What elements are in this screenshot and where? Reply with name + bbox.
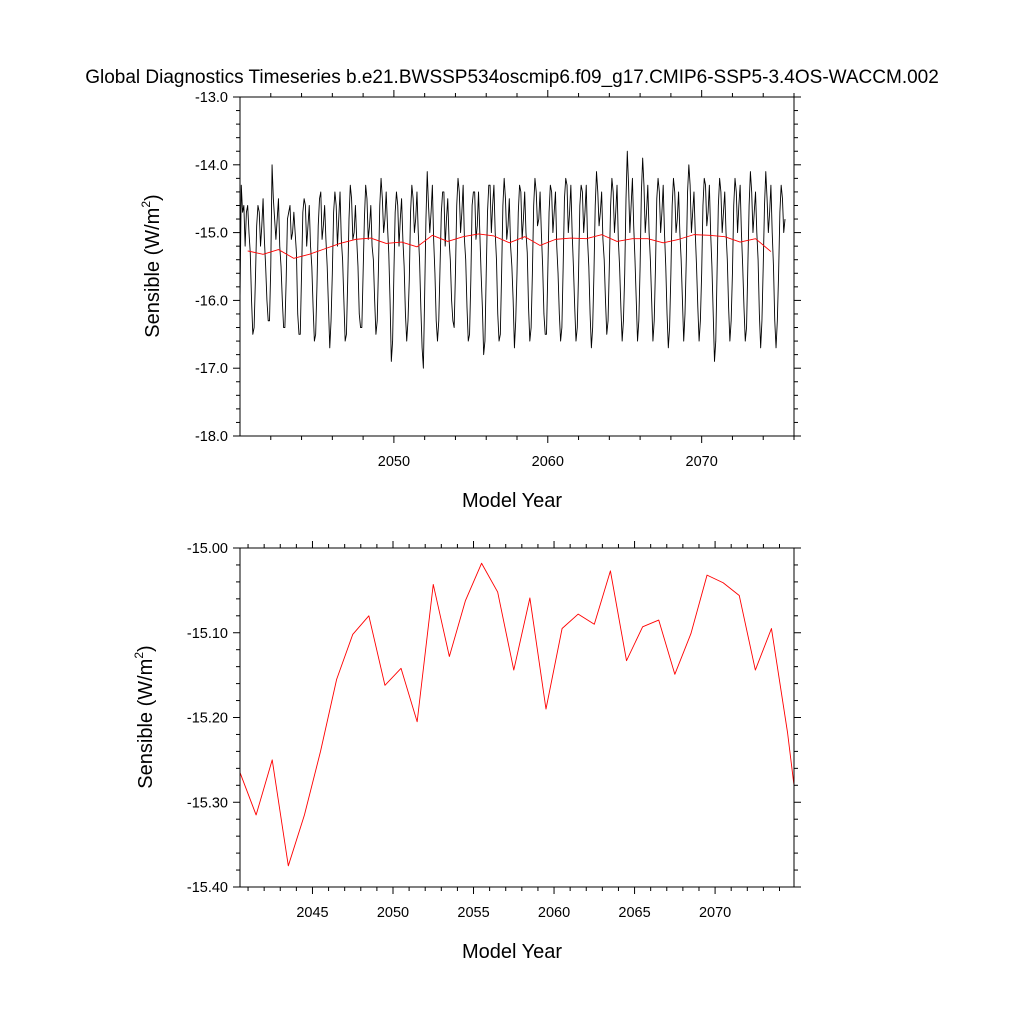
bottom-panel-series bbox=[239, 562, 795, 867]
top-panel-x-tick-labels: 2050 2060 2070 bbox=[378, 454, 718, 470]
x-tick-label: 2065 bbox=[618, 905, 650, 921]
top-panel-ticks bbox=[233, 90, 801, 443]
y-tick-label: -17.0 bbox=[195, 361, 228, 377]
annual-series-line bbox=[247, 233, 772, 259]
y-tick-label: -14.0 bbox=[195, 158, 228, 174]
bottom-panel-y-tick-labels: -15.40 -15.30 -15.20 -15.10 -15.00 bbox=[187, 541, 228, 896]
top-panel-frame bbox=[239, 96, 795, 437]
x-tick-label: 2055 bbox=[457, 905, 489, 921]
bottom-panel-frame bbox=[239, 547, 795, 888]
annual-series-line bbox=[239, 562, 795, 867]
top-panel-x-axis-label: Model Year bbox=[462, 490, 562, 512]
y-tick-label: -15.30 bbox=[187, 795, 228, 811]
x-tick-label: 2050 bbox=[378, 454, 410, 470]
bottom-panel-y-axis-label-main: Sensible (W/m bbox=[135, 659, 157, 789]
x-tick-label: 2070 bbox=[699, 905, 731, 921]
y-tick-label: -15.00 bbox=[187, 541, 228, 557]
y-tick-label: -15.10 bbox=[187, 626, 228, 642]
bottom-panel-y-axis-label: Sensible (W/m2) bbox=[132, 645, 157, 788]
top-panel-y-axis-label-end: ) bbox=[142, 194, 164, 201]
x-tick-label: 2060 bbox=[532, 454, 564, 470]
y-tick-label: -18.0 bbox=[195, 429, 228, 445]
y-tick-label: -15.40 bbox=[187, 880, 228, 896]
top-panel-series bbox=[239, 150, 786, 369]
bottom-panel-x-axis-label: Model Year bbox=[462, 941, 562, 963]
y-tick-label: -15.20 bbox=[187, 711, 228, 727]
top-panel-y-tick-labels: -18.0 -17.0 -16.0 -15.0 -14.0 -13.0 bbox=[195, 90, 228, 445]
top-panel-y-axis-label-sup: 2 bbox=[139, 201, 153, 208]
y-tick-label: -16.0 bbox=[195, 293, 228, 309]
x-tick-label: 2070 bbox=[686, 454, 718, 470]
bottom-panel-y-axis-label-sup: 2 bbox=[132, 652, 146, 659]
monthly-series-line bbox=[239, 150, 786, 369]
bottom-panel-y-axis-label-end: ) bbox=[135, 645, 157, 652]
x-tick-label: 2050 bbox=[377, 905, 409, 921]
bottom-panel: -15.40-15.30-15.20-15.10-15.00 2045 2050 2… bbox=[132, 541, 801, 963]
top-panel: -18.0-17.0-16.0-15.0-14.0-13.0 2050 2060 2… bbox=[139, 90, 801, 512]
y-tick-label: -13.0 bbox=[195, 90, 228, 106]
x-tick-label: 2045 bbox=[296, 905, 328, 921]
bottom-panel-ticks bbox=[233, 541, 801, 894]
top-panel-y-axis-label: Sensible (W/m2) bbox=[139, 194, 164, 337]
figure-title: Global Diagnostics Timeseries b.e21.BWSS… bbox=[85, 67, 939, 88]
top-panel-y-axis-label-main: Sensible (W/m bbox=[142, 208, 164, 338]
bottom-panel-x-tick-labels: 2045 2050 2055 2060 2065 2070 bbox=[296, 905, 731, 921]
y-tick-label: -15.0 bbox=[195, 226, 228, 242]
x-tick-label: 2060 bbox=[538, 905, 570, 921]
